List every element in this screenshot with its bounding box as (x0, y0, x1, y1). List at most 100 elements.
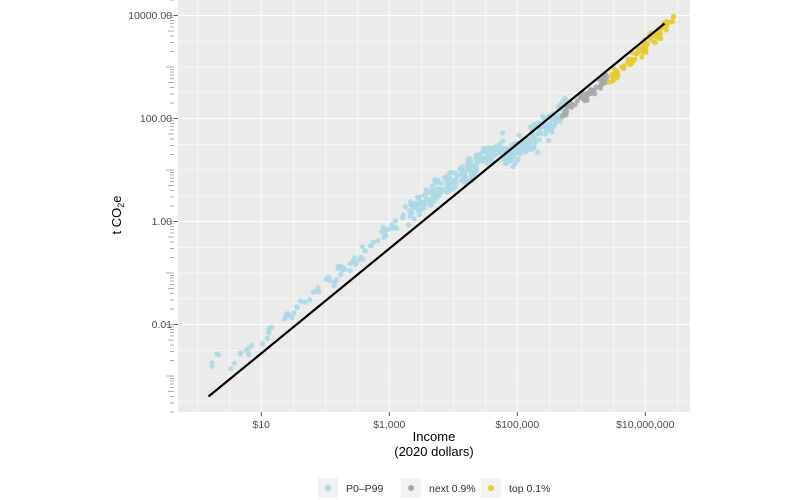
point-series-0 (216, 352, 222, 358)
y-axis-minor-rug (166, 0, 174, 413)
point-series-0 (402, 204, 408, 210)
point-series-2 (633, 51, 640, 57)
point-series-0 (450, 186, 456, 192)
point-series-0 (445, 180, 451, 187)
point-series-0 (543, 125, 549, 131)
point-series-0 (356, 257, 362, 263)
point-series-0 (484, 160, 491, 167)
point-series-0 (249, 342, 255, 348)
point-series-0 (326, 274, 332, 280)
point-series-0 (444, 189, 450, 195)
point-series-1 (593, 84, 599, 90)
point-series-0 (474, 160, 480, 167)
point-series-1 (597, 85, 604, 91)
point-series-0 (406, 222, 412, 228)
y-tick-label: 1.00 (152, 216, 173, 228)
point-series-0 (546, 137, 552, 144)
point-series-0 (416, 208, 422, 214)
point-series-0 (433, 191, 439, 197)
point-series-0 (506, 158, 513, 164)
point-series-1 (563, 108, 569, 114)
point-series-0 (500, 146, 506, 152)
legend-key-2 (488, 485, 494, 491)
point-series-0 (400, 215, 406, 221)
point-series-0 (421, 201, 427, 207)
point-series-0 (492, 149, 498, 155)
y-tick-label: 10000.00 (128, 10, 172, 22)
point-series-0 (209, 360, 215, 366)
point-series-0 (264, 335, 270, 341)
point-series-0 (407, 213, 413, 219)
point-series-0 (545, 121, 551, 127)
point-series-2 (639, 54, 645, 60)
point-series-0 (438, 180, 444, 186)
point-series-0 (370, 239, 376, 245)
point-series-0 (459, 164, 465, 170)
point-series-2 (631, 57, 637, 63)
point-series-0 (433, 180, 439, 186)
point-series-0 (298, 298, 304, 304)
point-series-0 (408, 209, 414, 215)
point-series-0 (548, 126, 554, 132)
point-series-2 (609, 78, 615, 84)
point-series-0 (313, 288, 319, 294)
point-series-2 (652, 40, 659, 46)
point-series-0 (259, 341, 266, 347)
point-series-1 (580, 91, 587, 97)
point-series-2 (663, 27, 669, 33)
point-series-0 (429, 183, 435, 189)
point-series-0 (302, 299, 308, 305)
point-series-0 (228, 366, 234, 372)
point-series-0 (536, 137, 542, 143)
legend-label-2: top 0.1% (509, 483, 550, 495)
point-series-0 (347, 268, 353, 274)
point-series-0 (441, 175, 447, 181)
y-axis-title-subscript: 2 (116, 203, 126, 208)
point-series-0 (535, 149, 541, 155)
point-series-0 (388, 226, 394, 232)
point-series-0 (486, 145, 492, 151)
point-series-2 (626, 57, 633, 63)
legend-label-1: next 0.9% (429, 483, 476, 495)
point-series-0 (480, 156, 486, 162)
point-series-0 (389, 222, 395, 228)
point-series-0 (362, 248, 368, 254)
point-series-0 (378, 228, 384, 235)
point-series-0 (453, 180, 459, 186)
point-series-2 (612, 69, 618, 75)
point-series-0 (528, 144, 534, 150)
point-series-0 (342, 266, 348, 272)
point-series-0 (532, 133, 538, 139)
point-series-0 (466, 163, 473, 169)
point-series-2 (643, 49, 649, 56)
point-series-0 (359, 244, 365, 250)
point-series-0 (523, 144, 529, 150)
point-series-0 (283, 313, 290, 319)
point-series-0 (383, 233, 389, 239)
point-series-0 (500, 130, 506, 136)
point-series-0 (461, 179, 468, 185)
legend-key-1 (408, 485, 414, 491)
point-series-0 (515, 156, 521, 162)
point-series-0 (557, 118, 563, 124)
point-series-1 (588, 90, 594, 96)
point-series-0 (484, 151, 490, 158)
point-series-0 (560, 98, 566, 104)
point-series-0 (375, 238, 381, 244)
point-series-0 (459, 169, 465, 175)
point-series-0 (307, 297, 313, 303)
point-series-0 (509, 153, 515, 159)
point-series-1 (574, 98, 580, 104)
point-series-0 (416, 212, 422, 218)
point-series-0 (332, 280, 338, 286)
point-series-0 (246, 351, 252, 358)
point-series-1 (599, 78, 605, 84)
y-axis-title-tail: e (109, 196, 124, 203)
point-series-2 (658, 30, 664, 36)
point-series-0 (468, 170, 475, 176)
point-series-0 (421, 192, 427, 198)
point-series-0 (427, 201, 433, 207)
point-series-0 (266, 330, 272, 336)
grid-lines (178, 0, 690, 412)
